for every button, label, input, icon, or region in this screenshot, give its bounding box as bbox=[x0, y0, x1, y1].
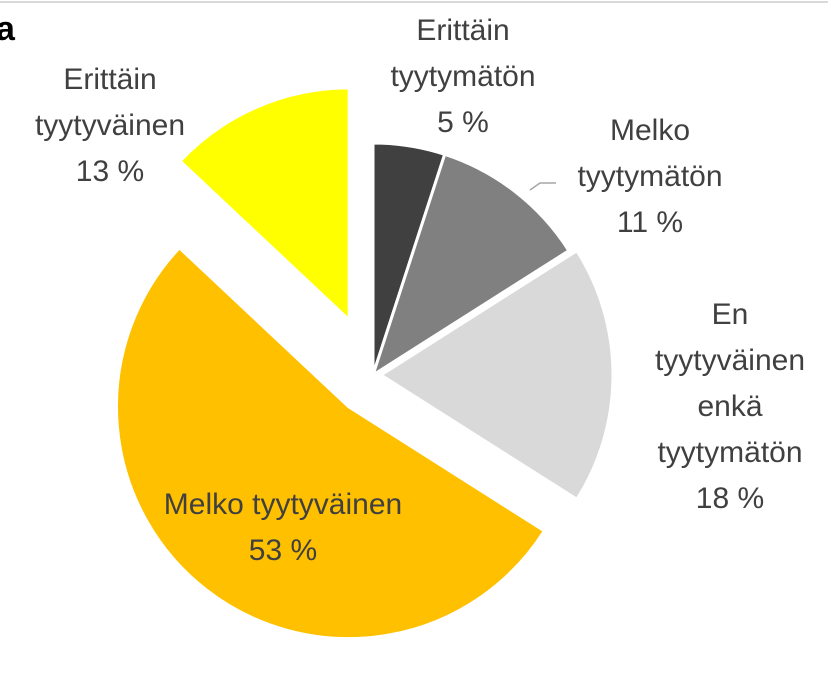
slice-label: Melko tyytymätön bbox=[577, 114, 723, 193]
slice-label: Erittäin tyytyväinen bbox=[34, 63, 186, 142]
leader-line bbox=[529, 182, 556, 191]
slice-value-label: 5 % bbox=[437, 106, 489, 139]
slice-value-label: 13 % bbox=[75, 155, 145, 188]
pie-slice bbox=[177, 86, 351, 324]
slice-label: En tyytyväinen enkä tyytymätön bbox=[654, 298, 806, 469]
slice-value-label: 18 % bbox=[695, 482, 765, 515]
pie-slice bbox=[378, 248, 615, 502]
slice-label: Melko tyytyväinen bbox=[163, 488, 403, 521]
slice-label: Erittäin tyytymätön bbox=[390, 14, 536, 93]
slice-value-label: 11 % bbox=[616, 206, 684, 239]
slice-value-label: 53 % bbox=[248, 534, 318, 567]
pie-slice bbox=[370, 152, 571, 379]
chart-title: a bbox=[0, 10, 15, 48]
pie-slice bbox=[114, 245, 547, 641]
